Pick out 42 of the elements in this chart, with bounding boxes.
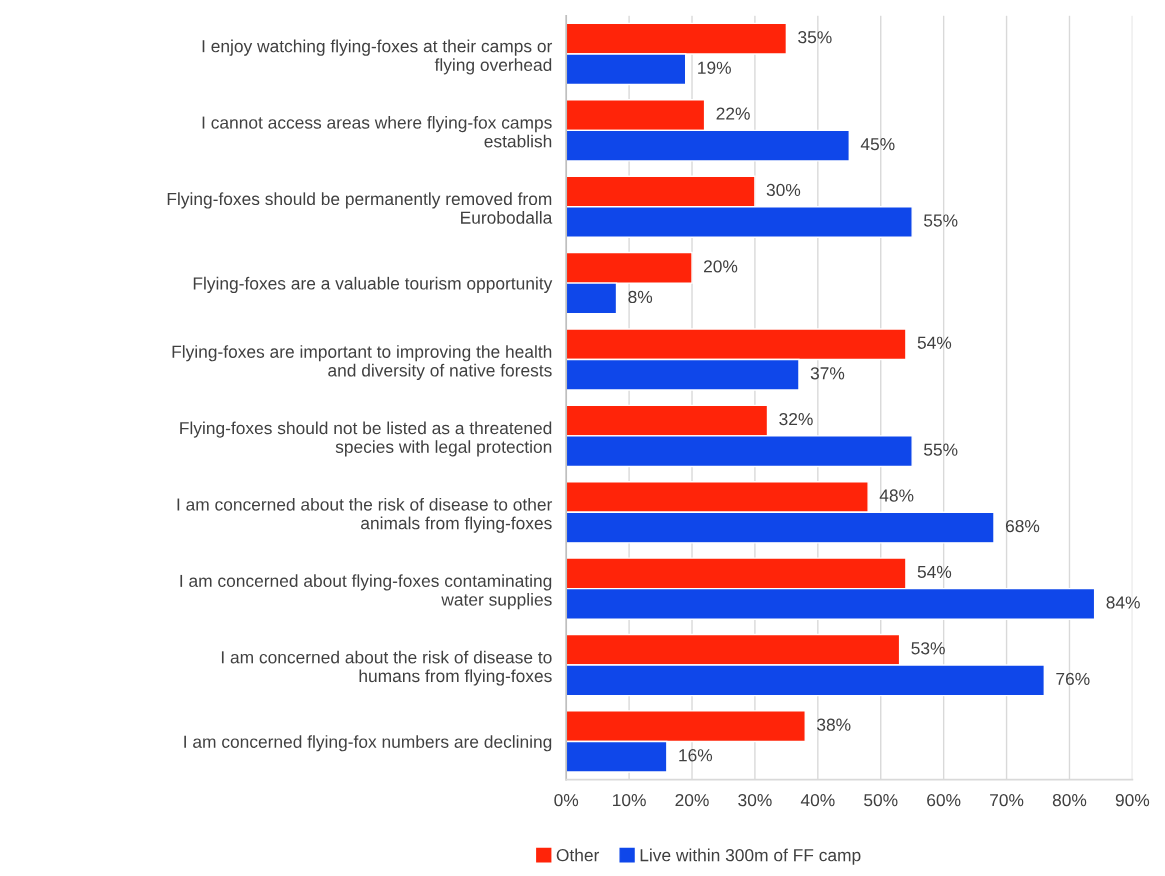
data-label: 38% [817, 718, 851, 731]
data-label: 68% [1005, 519, 1040, 533]
y-tick-label: Flying-foxes are a valuable tourism opportunity [193, 276, 553, 294]
x-tick-label: 80% [1052, 793, 1087, 807]
data-label: 37% [810, 367, 845, 380]
x-tick-label: 40% [800, 793, 835, 807]
y-tick-label: I cannot access areas where flying-fox camps establish [202, 115, 552, 148]
y-tick-label: Flying-foxes should be permanently removed from Eurobodalla [167, 192, 553, 224]
x-tick-label: 20% [675, 793, 709, 807]
x-tick-label: 90% [1115, 793, 1150, 807]
x-tick-label: 0% [554, 793, 579, 807]
data-label: 84% [1106, 596, 1140, 609]
x-tick-label: 60% [927, 793, 961, 807]
data-label: 20% [703, 260, 738, 273]
data-label: 55% [924, 443, 958, 456]
data-label: 54% [917, 336, 952, 349]
x-tick-label: 30% [738, 793, 772, 807]
data-label: 16% [679, 749, 713, 762]
data-label: 30% [766, 183, 801, 197]
y-tick-label: Flying-foxes should not be listed as a threatened species with legal protection [180, 421, 552, 457]
x-tick-label: 10% [613, 793, 646, 807]
legend-label: Live within 300m of FF camp [640, 848, 861, 865]
y-tick-label: I am concerned about flying-foxes contaminating water supplies [180, 574, 552, 610]
data-label: 53% [911, 642, 945, 655]
y-tick-label: I enjoy watching flying-foxes at their camps or flying overhead [202, 39, 553, 75]
data-label: 8% [628, 290, 653, 304]
data-label: 45% [860, 138, 895, 151]
legend-label: Other [556, 848, 600, 862]
data-label: 19% [698, 61, 731, 74]
data-label: 22% [716, 107, 750, 120]
y-tick-label: I am concerned about the risk of disease to other animals from flying-foxes [177, 497, 553, 533]
data-label: 35% [798, 31, 832, 44]
data-label: 55% [924, 214, 958, 227]
y-tick-label: Flying-foxes are important to improving the health and diversity of native forests [172, 345, 552, 381]
data-label: 76% [1056, 672, 1090, 685]
x-tick-label: 50% [864, 793, 898, 807]
y-tick-label: I am concerned about the risk of disease to humans from flying-foxes [221, 650, 552, 686]
x-tick-label: 70% [990, 793, 1024, 807]
data-label: 48% [879, 489, 914, 502]
data-label: 32% [779, 412, 813, 426]
y-tick-label: I am concerned flying-fox numbers are declining [184, 735, 552, 752]
data-label: 54% [917, 565, 952, 579]
